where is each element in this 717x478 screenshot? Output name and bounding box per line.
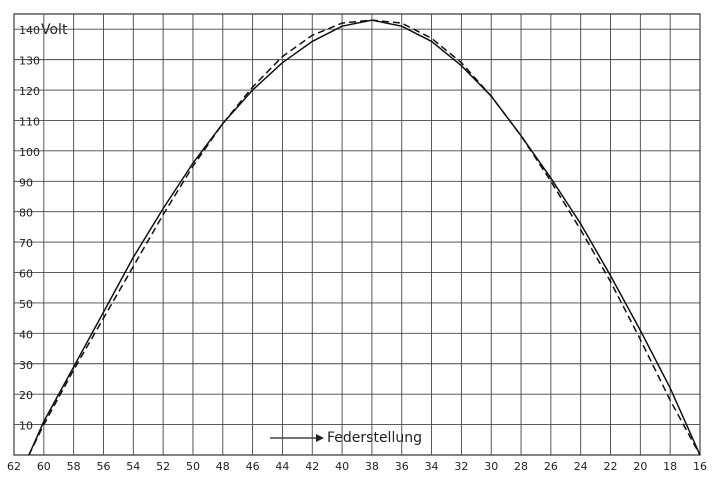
y-tick-label: 30 (19, 359, 33, 372)
plot-frame (13, 13, 701, 456)
x-tick-label: 54 (126, 460, 140, 473)
x-tick-label: 44 (275, 460, 289, 473)
y-tick-label: 130 (19, 55, 40, 68)
x-tick-label: 62 (7, 460, 21, 473)
x-tick-label: 22 (604, 460, 618, 473)
y-tick-label: 80 (19, 207, 33, 220)
x-tick-label: 16 (693, 460, 707, 473)
y-tick-label: 50 (19, 298, 33, 311)
x-tick-label: 52 (156, 460, 170, 473)
line-series (28, 19, 701, 456)
line-series (28, 19, 701, 456)
y-tick-label: 40 (19, 328, 33, 341)
x-tick-label: 56 (96, 460, 110, 473)
y-tick-label: 110 (19, 115, 40, 128)
x-annotation: Federstellung (327, 430, 422, 446)
x-tick-label: 42 (305, 460, 319, 473)
x-tick-label: 34 (425, 460, 439, 473)
x-tick-label: 28 (514, 460, 528, 473)
y-tick-label: 70 (19, 237, 33, 250)
y-tick-label: 100 (19, 146, 40, 159)
x-tick-label: 58 (67, 460, 81, 473)
x-tick-label: 36 (395, 460, 409, 473)
y-unit: Volt (41, 22, 68, 38)
y-tick-label: 120 (19, 85, 40, 98)
x-tick-label: 60 (37, 460, 51, 473)
x-tick-label: 40 (335, 460, 349, 473)
x-tick-label: 46 (246, 460, 260, 473)
arrow-head (316, 434, 324, 442)
x-tick-label: 30 (484, 460, 498, 473)
y-tick-label: 90 (19, 176, 33, 189)
x-tick-label: 38 (365, 460, 379, 473)
x-tick-label: 20 (633, 460, 647, 473)
y-tick-label: 60 (19, 268, 33, 281)
y-tick-label: 20 (19, 389, 33, 402)
x-tick-label: 18 (663, 460, 677, 473)
y-tick-label: 140 (19, 24, 40, 37)
x-tick-label: 48 (216, 460, 230, 473)
x-tick-label: 32 (454, 460, 468, 473)
x-tick-label: 24 (574, 460, 588, 473)
y-tick-label: 10 (19, 420, 33, 433)
x-tick-label: 26 (544, 460, 558, 473)
x-tick-label: 50 (186, 460, 200, 473)
